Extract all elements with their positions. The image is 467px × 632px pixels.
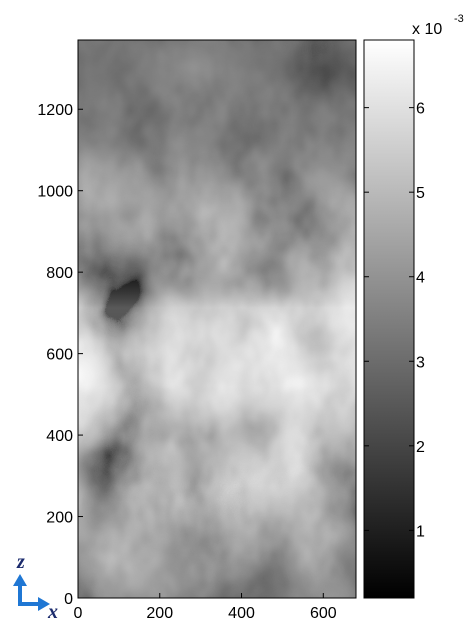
colorbar-tick-label: 2 [416, 439, 425, 456]
y-tick-label: 400 [46, 428, 73, 445]
colorbar-exponent-label: x 10 [412, 21, 442, 38]
y-tick-label: 600 [46, 347, 73, 364]
colorbar-tick-label: 5 [416, 185, 425, 202]
colorbar-exponent-power: -3 [454, 13, 464, 25]
colorbar-ticks: 1 2 3 4 5 6 [364, 101, 425, 540]
y-tick-label: 0 [64, 591, 73, 608]
x-tick-label: 600 [310, 605, 337, 622]
y-tick-label: 200 [46, 510, 73, 527]
x-axis-letter: x [47, 601, 58, 623]
z-axis-letter: z [16, 551, 25, 573]
x-tick-label: 200 [146, 605, 173, 622]
heatmap-field-shading [78, 40, 356, 598]
colorbar-gradient [364, 40, 414, 598]
y-tick-label: 800 [46, 265, 73, 282]
x-axis-arrowhead [38, 597, 50, 611]
colorbar-frame [363, 39, 415, 599]
plot-frame [77, 39, 357, 599]
colorbar: 1 2 3 4 5 6 x 10 -3 [363, 13, 464, 599]
y-tick-label: 1000 [37, 184, 73, 201]
y-tick-label: 1200 [37, 102, 73, 119]
colorbar-tick-label: 1 [416, 523, 425, 540]
colorbar-tick-label: 4 [416, 270, 425, 287]
x-tick-label: 400 [228, 605, 255, 622]
colorbar-tick-label: 6 [416, 101, 425, 118]
heatmap-plot-area [77, 39, 357, 599]
colorbar-tick-label: 3 [416, 354, 425, 371]
y-axis: 0 200 400 600 800 1000 1200 [37, 102, 83, 608]
axis-orientation-indicator: z x [13, 551, 58, 623]
z-axis-arrowhead [13, 574, 27, 586]
x-axis: 0 200 400 600 [74, 593, 337, 622]
x-tick-label: 0 [74, 605, 83, 622]
